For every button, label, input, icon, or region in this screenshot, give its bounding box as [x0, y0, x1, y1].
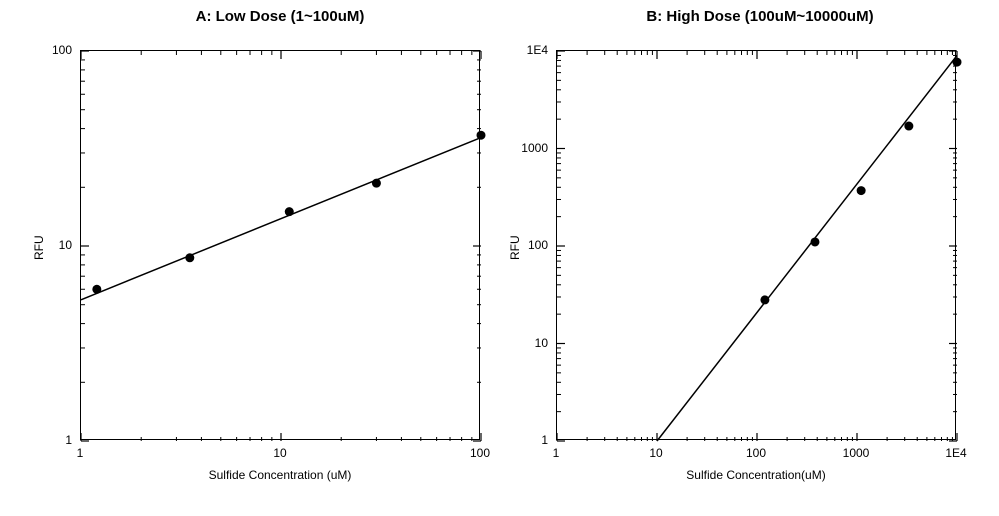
- panel-a-xlabel: Sulfide Concentration (uM): [80, 468, 480, 482]
- y-tick-label: 10: [535, 336, 548, 350]
- panel-b-plot-area: [556, 50, 956, 440]
- panel-b-svg: [557, 51, 957, 441]
- panel-a-title: A: Low Dose (1~100uM): [90, 8, 470, 25]
- data-marker: [760, 295, 769, 304]
- panel-b-xlabel: Sulfide Concentration(uM): [556, 468, 956, 482]
- y-tick-label: 1000: [521, 141, 548, 155]
- panel-a-ylabel: RFU: [32, 235, 46, 260]
- data-marker: [810, 237, 819, 246]
- data-marker: [953, 58, 962, 67]
- x-tick-label: 10: [273, 446, 286, 460]
- x-tick-label: 1: [553, 446, 560, 460]
- data-marker: [372, 179, 381, 188]
- x-tick-label: 1: [77, 446, 84, 460]
- y-tick-label: 100: [52, 43, 72, 57]
- data-marker: [185, 253, 194, 262]
- data-marker: [857, 186, 866, 195]
- data-marker: [285, 207, 294, 216]
- x-tick-label: 1000: [843, 446, 870, 460]
- fit-line: [657, 55, 957, 441]
- y-tick-label: 100: [528, 238, 548, 252]
- x-tick-label: 100: [746, 446, 766, 460]
- figure-page: A: Low Dose (1~100uM) RFU Sulfide Concen…: [0, 0, 999, 516]
- x-tick-label: 1E4: [945, 446, 966, 460]
- y-tick-label: 1: [65, 433, 72, 447]
- panel-a-svg: [81, 51, 481, 441]
- data-marker: [904, 122, 913, 131]
- data-marker: [92, 285, 101, 294]
- panel-b-title: B: High Dose (100uM~10000uM): [545, 8, 975, 25]
- y-tick-label: 1: [541, 433, 548, 447]
- x-tick-label: 10: [649, 446, 662, 460]
- data-marker: [477, 131, 486, 140]
- y-tick-label: 10: [59, 238, 72, 252]
- panel-a-plot-area: [80, 50, 480, 440]
- x-tick-label: 100: [470, 446, 490, 460]
- y-tick-label: 1E4: [527, 43, 548, 57]
- panel-b-ylabel: RFU: [508, 235, 522, 260]
- fit-line: [81, 138, 481, 300]
